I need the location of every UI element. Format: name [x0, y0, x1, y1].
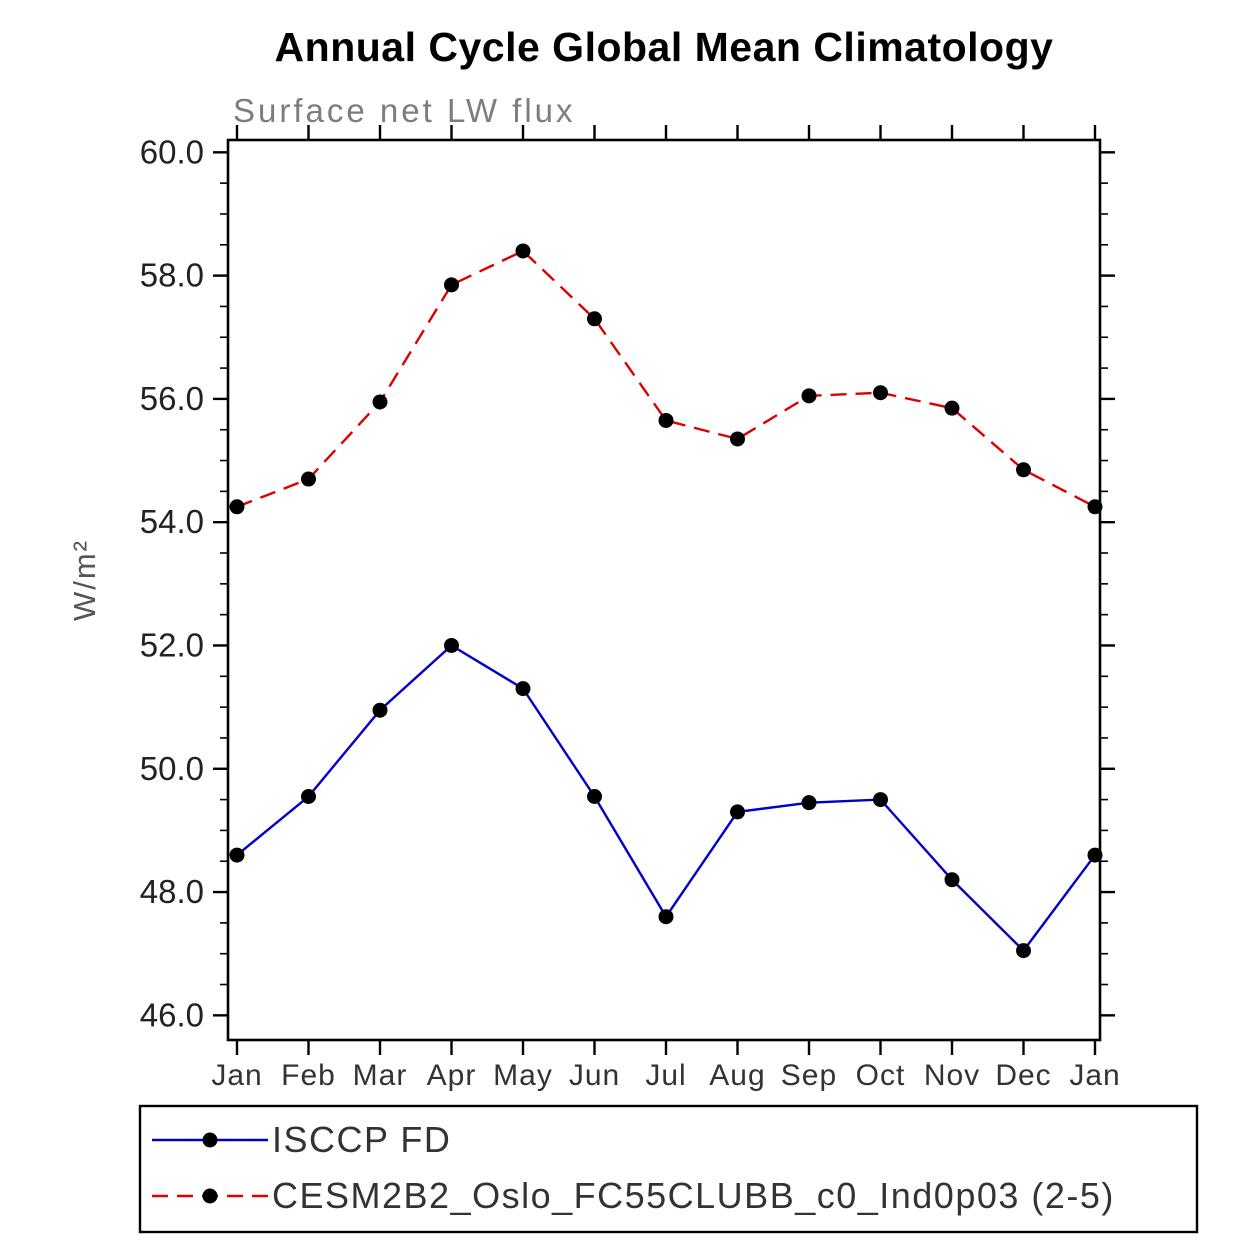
series-1-marker [658, 412, 674, 428]
series-0-marker [1016, 943, 1031, 959]
y-tick-label: 54.0 [140, 503, 204, 540]
x-tick-label: Feb [281, 1059, 336, 1092]
series-line-0 [236, 643, 1096, 953]
y-tick-label: 46.0 [140, 996, 204, 1033]
series-0-marker [801, 795, 817, 811]
chart-subtitle: Surface net LW flux [233, 92, 576, 129]
legend-marker-1 [202, 1188, 218, 1204]
plot-frame [226, 138, 1102, 1042]
y-tick-label: 56.0 [140, 380, 204, 417]
x-tick-label: Jan [211, 1059, 262, 1092]
x-tick-label: Jan [1069, 1059, 1120, 1092]
series-0-marker [730, 804, 745, 820]
series-0-marker [944, 872, 960, 888]
x-tick-label: Mar [353, 1059, 408, 1092]
y-axis-label: W/m² [67, 538, 102, 622]
x-tick-label: Oct [856, 1059, 906, 1092]
x-tick-label: Sep [781, 1059, 837, 1092]
series-1-marker [730, 431, 745, 447]
series-0-marker [1087, 847, 1103, 863]
series-1-marker [301, 471, 316, 487]
y-tick-label: 52.0 [140, 626, 204, 663]
series-0-marker [873, 792, 888, 808]
y-tick-label: 48.0 [140, 873, 204, 910]
series-1-marker [372, 394, 388, 410]
series-1-marker [873, 385, 888, 401]
x-tick-label: Dec [995, 1059, 1051, 1092]
series-1-marker [1087, 499, 1103, 515]
legend-label-1: CESM2B2_Oslo_FC55CLUBB_c0_Ind0p03 (2-5) [272, 1175, 1115, 1216]
series-line-1 [236, 249, 1096, 508]
y-tick-label: 50.0 [140, 750, 204, 787]
series-0-marker [372, 702, 388, 718]
x-tick-label: Nov [924, 1059, 980, 1092]
series-0-marker [587, 789, 602, 805]
y-tick-label: 58.0 [140, 257, 204, 294]
y-tick-label: 60.0 [140, 133, 204, 170]
legend-box [138, 1104, 1199, 1234]
x-tick-label: Aug [709, 1059, 765, 1092]
legend-label-0: ISCCP FD [272, 1119, 451, 1160]
series-1-marker [587, 311, 602, 327]
series-1-marker [801, 388, 817, 404]
x-tick-label: Jun [569, 1059, 620, 1092]
series-0-marker [301, 789, 316, 805]
chart-title: Annual Cycle Global Mean Climatology [274, 24, 1054, 70]
series-0-marker [515, 681, 531, 697]
series-0-marker [658, 909, 674, 925]
x-tick-label: May [493, 1059, 553, 1092]
legend-marker-0 [202, 1132, 218, 1148]
series-0-marker [444, 637, 459, 653]
series-1-marker [229, 499, 245, 515]
series-1-marker [444, 277, 459, 293]
series-1-marker [1016, 462, 1031, 478]
series-1-marker [944, 400, 960, 416]
x-tick-label: Jul [645, 1059, 686, 1092]
x-tick-label: Apr [427, 1059, 477, 1092]
series-1-marker [515, 243, 531, 259]
series-0-marker [229, 847, 245, 863]
